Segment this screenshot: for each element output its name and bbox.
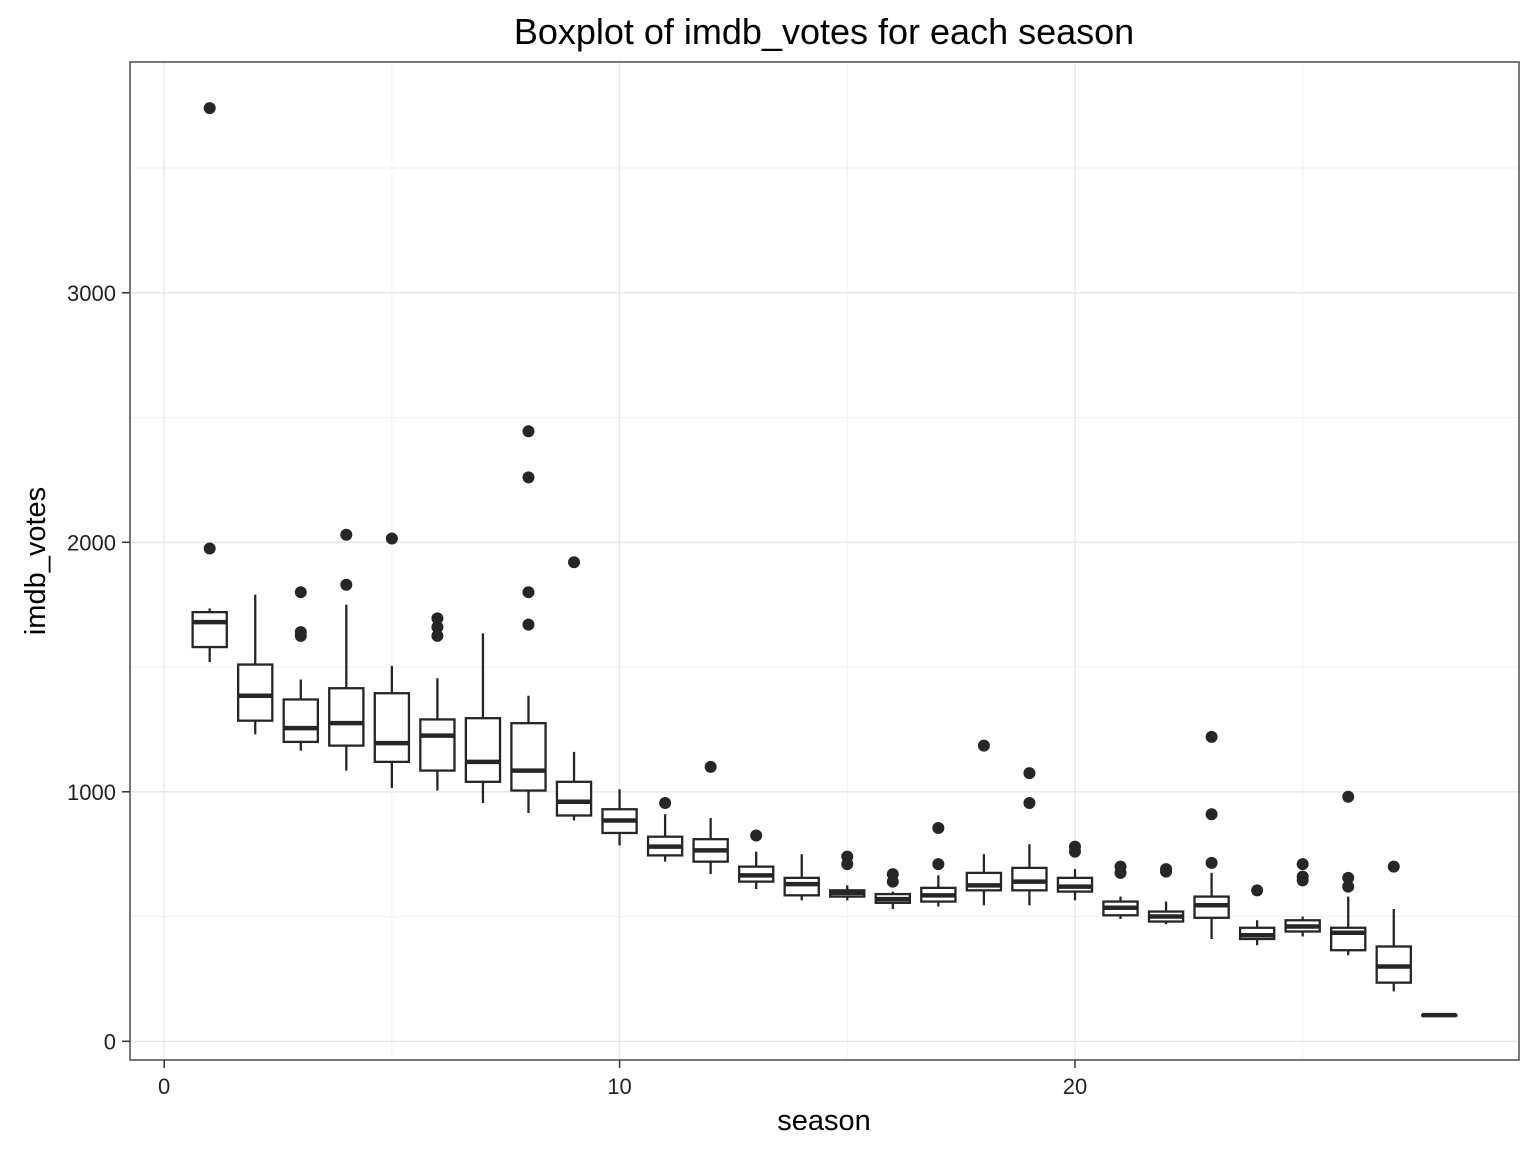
x-axis-title: season <box>777 1105 871 1137</box>
iqr-box <box>191 610 228 649</box>
box-season-13 <box>737 829 775 890</box>
panel-border <box>129 61 1520 1061</box>
box-season-18 <box>965 739 1003 906</box>
iqr-box <box>965 871 1003 892</box>
outlier-point <box>1251 884 1264 897</box>
box-season-2 <box>237 594 274 735</box>
outlier-point <box>750 829 763 842</box>
outlier-point <box>203 542 216 555</box>
box-season-16 <box>874 868 912 910</box>
outlier-point <box>1342 871 1355 884</box>
outlier-point <box>1160 865 1173 878</box>
box-season-28 <box>1421 1012 1458 1018</box>
iqr-box <box>464 717 502 783</box>
box-season-20 <box>1056 840 1094 901</box>
outlier-point <box>203 102 216 115</box>
box-season-1 <box>191 102 228 663</box>
grid-lines <box>130 62 1519 1060</box>
outlier-point <box>932 858 945 871</box>
outlier-point <box>522 471 535 484</box>
y-tick-label: 2000 <box>67 530 116 555</box>
box-season-11 <box>646 797 684 862</box>
box-season-12 <box>692 760 729 875</box>
y-axis-title: imdb_votes <box>20 487 52 635</box>
outlier-point <box>886 875 899 888</box>
outlier-point <box>1387 860 1400 873</box>
box-season-8 <box>510 425 547 813</box>
box-season-4 <box>328 528 365 771</box>
outlier-point <box>385 532 398 545</box>
y-tick-label: 0 <box>104 1029 116 1054</box>
outlier-point <box>522 618 535 631</box>
outlier-point <box>522 425 535 438</box>
iqr-box <box>555 780 593 817</box>
outlier-point <box>431 612 444 625</box>
box-season-9 <box>555 556 593 821</box>
outlier-point <box>340 578 353 591</box>
outlier-point <box>932 821 945 834</box>
box-season-17 <box>920 821 957 907</box>
y-tick-label: 1000 <box>67 780 116 805</box>
box-season-6 <box>419 612 456 791</box>
outlier-point <box>1296 858 1309 871</box>
box-season-3 <box>282 586 320 751</box>
box-season-24 <box>1238 884 1276 946</box>
iqr-box <box>419 718 456 772</box>
outlier-point <box>1342 790 1355 803</box>
outlier-point <box>1114 866 1127 879</box>
x-tick-label: 0 <box>158 1074 170 1099</box>
outlier-point <box>522 586 535 599</box>
iqr-box <box>282 698 320 744</box>
box-season-14 <box>783 854 820 901</box>
outlier-point <box>1296 874 1309 887</box>
box-season-10 <box>601 789 638 846</box>
box-season-7 <box>464 633 502 804</box>
outlier-point <box>1068 845 1081 858</box>
outlier-point <box>431 621 444 634</box>
outlier-point <box>704 760 717 773</box>
outlier-point <box>1205 808 1218 821</box>
box-season-5 <box>373 532 411 789</box>
outlier-point <box>1023 767 1036 780</box>
box-season-26 <box>1329 790 1367 956</box>
axes: 0 10 20 0 1000 2000 3000 <box>67 281 1087 1099</box>
box-season-25 <box>1284 858 1321 937</box>
outlier-point <box>294 586 307 599</box>
outlier-point <box>659 797 672 810</box>
box-season-23 <box>1193 730 1230 939</box>
box-season-19 <box>1011 767 1048 906</box>
box-season-21 <box>1102 860 1139 920</box>
outlier-point <box>431 629 444 642</box>
outlier-point <box>1342 880 1355 893</box>
x-tick-label: 10 <box>607 1074 631 1099</box>
x-tick-label: 20 <box>1063 1074 1087 1099</box>
iqr-box <box>510 722 547 792</box>
outlier-point <box>568 556 581 569</box>
chart-title: Boxplot of imdb_votes for each season <box>514 11 1134 52</box>
iqr-box <box>328 687 365 747</box>
outlier-point <box>1205 730 1218 743</box>
box-season-27 <box>1375 860 1412 992</box>
iqr-box <box>373 692 411 763</box>
box-season-22 <box>1147 863 1185 925</box>
outlier-point <box>841 858 854 871</box>
iqr-box <box>783 876 820 897</box>
iqr-box <box>1011 866 1048 892</box>
box-season-15 <box>829 850 866 901</box>
outlier-point <box>1205 856 1218 869</box>
y-tick-label: 3000 <box>67 281 116 306</box>
outlier-point <box>1023 797 1036 810</box>
boxplot-marks <box>191 102 1458 1018</box>
outlier-point <box>340 528 353 541</box>
iqr-box <box>237 663 274 722</box>
outlier-point <box>294 629 307 642</box>
outlier-point <box>977 739 990 752</box>
